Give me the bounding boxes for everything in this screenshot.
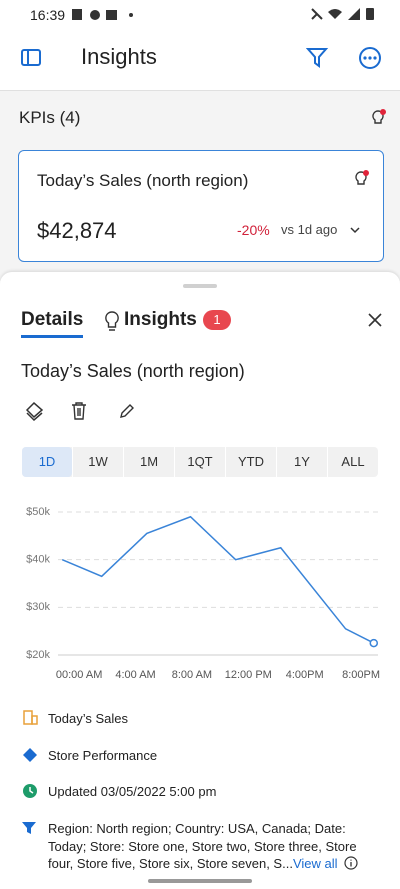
kpi-change: -20% (237, 222, 270, 238)
kpi-comparison: vs 1d ago (281, 222, 338, 237)
kpi-value: $42,874 (37, 218, 117, 243)
nav-handle (148, 879, 252, 883)
x-tick-label: 4:00 AM (115, 669, 155, 681)
insights-tab[interactable]: Insights (124, 309, 197, 330)
app-title: Insights (81, 44, 157, 69)
kpi-heading: KPIs (4) (19, 108, 81, 127)
range-button[interactable]: 1W (72, 447, 123, 477)
data-line (61, 515, 375, 644)
x-tick-label: 00:00 AM (56, 669, 102, 681)
panel-title: Today’s Sales (north region) (21, 361, 245, 381)
kpi-card-title: Today’s Sales (north region) (37, 171, 249, 190)
x-tick-label: 8:00PM (342, 669, 380, 681)
info-icon[interactable] (343, 856, 360, 870)
x-tick-label: 8:00 AM (172, 669, 212, 681)
expand-chevron[interactable] (349, 224, 361, 236)
details-sheet: Details Insights 1 Today’s Sales (north … (0, 272, 400, 889)
y-tick-label: $50k (26, 506, 50, 518)
kpi-card[interactable]: Today’s Sales (north region) $42,874 -20… (18, 150, 384, 262)
range-button[interactable]: 1D (22, 447, 72, 477)
detail-text: Store Performance (48, 748, 158, 763)
delete-button[interactable] (70, 401, 88, 421)
close-button[interactable] (366, 311, 384, 329)
detail-icon (23, 710, 38, 725)
filter-icon (22, 822, 36, 834)
detail-text: Today’s Sales (48, 711, 128, 726)
line-chart: $20k $30k $40k $50k 00:00 AM 4:00 AM 8:00 AM 12… (26, 506, 380, 681)
layers-button[interactable] (24, 401, 46, 421)
range-button[interactable]: 1M (123, 447, 174, 477)
tab-underline (21, 335, 83, 338)
status-bar: 16:39 (0, 0, 400, 28)
kpi-area: KPIs (4) Today’s Sales (north region) $4… (0, 91, 400, 281)
y-tick-label: $40k (26, 554, 50, 566)
x-tick-label: 12:00 PM (225, 669, 272, 681)
insights-badge: 1 (203, 310, 231, 330)
y-tick-label: $30k (26, 601, 50, 613)
app-bar: Insights (0, 28, 400, 91)
filter-button[interactable] (306, 46, 330, 70)
view-all-link[interactable]: View all (292, 856, 338, 871)
last-point-marker[interactable] (369, 638, 379, 648)
x-tick-label: 4:00PM (286, 669, 324, 681)
filters: Region: North region; Country: USA, Cana… (48, 821, 357, 871)
details-tab[interactable]: Details (21, 309, 84, 330)
kpi-insight-icon[interactable] (368, 108, 388, 128)
system-icons (311, 8, 374, 20)
y-tick-label: $20k (26, 649, 50, 661)
range-button[interactable]: 1Y (276, 447, 327, 477)
card-insight-icon[interactable] (351, 169, 371, 189)
sidebar-button[interactable] (20, 47, 42, 69)
insights-tab-icon (105, 311, 119, 331)
status-icons (72, 9, 133, 20)
range-button[interactable]: YTD (225, 447, 276, 477)
range-button[interactable]: 1QT (174, 447, 225, 477)
range-button[interactable]: ALL (327, 447, 378, 477)
more-button[interactable] (358, 46, 382, 70)
time: 16:39 (30, 7, 66, 23)
detail-text: Updated 03/05/2022 5:00 pm (48, 784, 217, 799)
edit-button[interactable] (118, 402, 136, 420)
filters-text: Region: North region; Country: USA, Cana… (48, 820, 373, 873)
range-selector: 1D 1W 1M 1QT YTD 1Y ALL (22, 447, 378, 477)
detail-icon (23, 784, 37, 798)
sheet-handle[interactable] (183, 284, 217, 288)
details-list: Today’s Sales Store Performance Updated 03… (0, 700, 400, 875)
detail-icon (23, 748, 37, 762)
